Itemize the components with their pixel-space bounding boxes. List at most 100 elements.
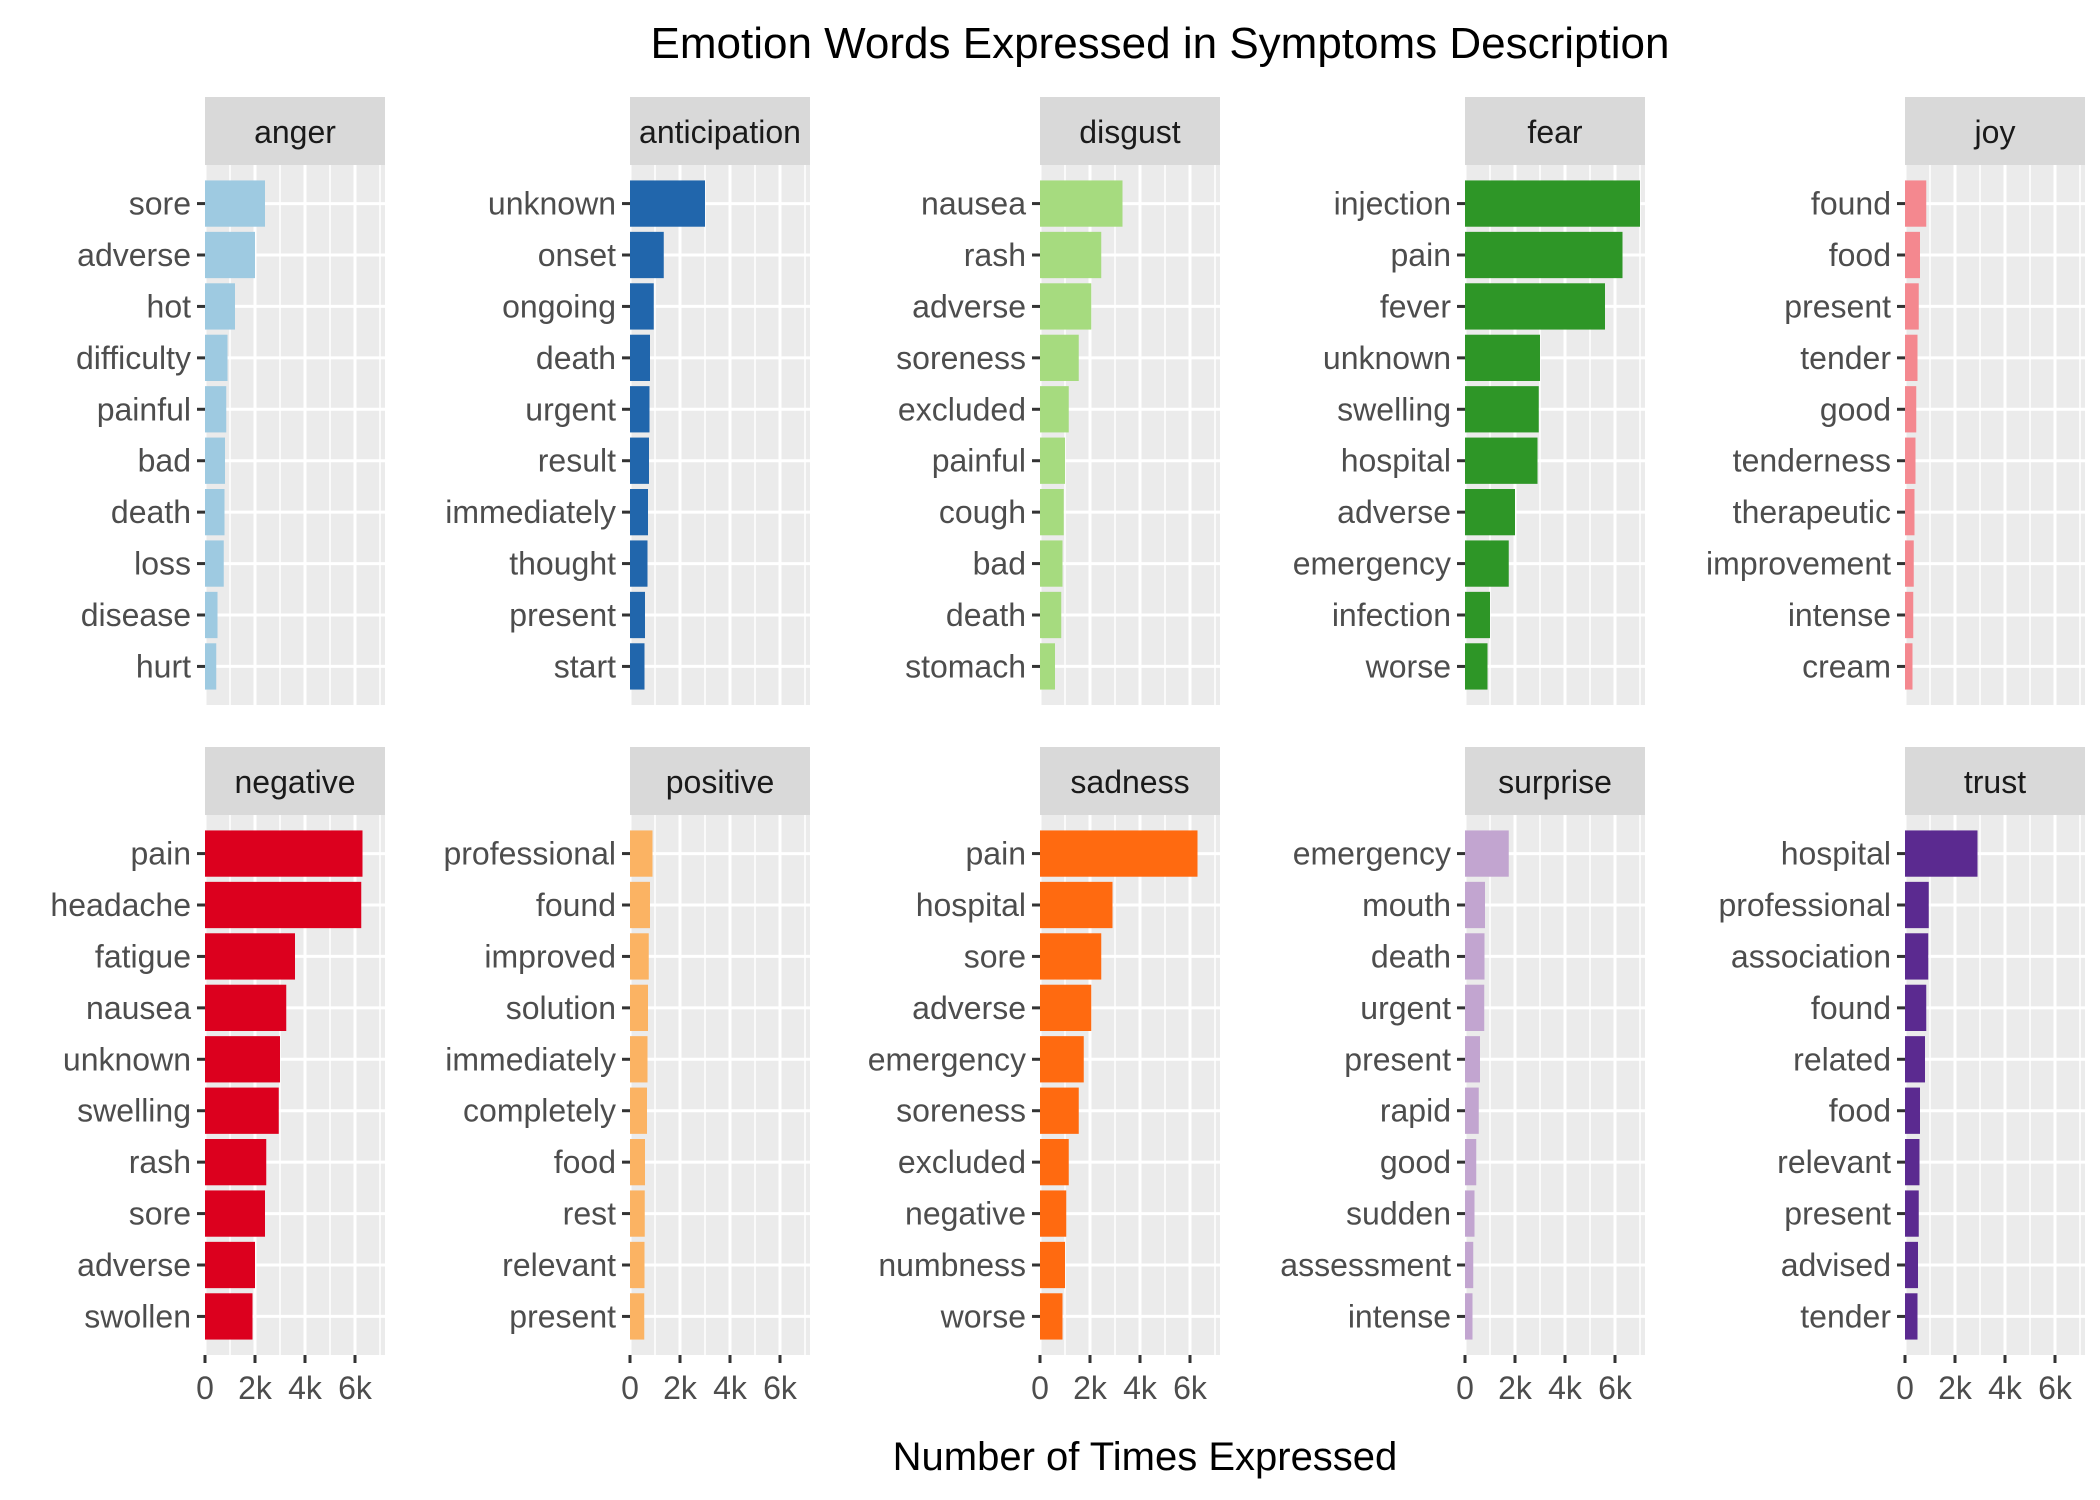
- category-label: relevant: [1777, 1144, 1891, 1180]
- category-label: adverse: [77, 237, 191, 273]
- category-label: emergency: [868, 1041, 1026, 1077]
- facet-strip-fear: [1465, 97, 1645, 165]
- category-label: tender: [1800, 1298, 1891, 1334]
- category-label: present: [1784, 288, 1891, 324]
- panel-background: [1905, 815, 2085, 1355]
- category-label: difficulty: [76, 340, 191, 376]
- category-label: solution: [506, 990, 616, 1026]
- panel-background: [1905, 165, 2085, 705]
- bar-negative-rash: [205, 1139, 267, 1186]
- bar-sadness-emergency: [1040, 1036, 1084, 1083]
- x-axis-title: Number of Times Expressed: [893, 1435, 1398, 1479]
- bar-anticipation-onset: [630, 231, 664, 279]
- bar-joy-food: [1905, 231, 1920, 279]
- x-tick-label: 0: [621, 1370, 639, 1406]
- bar-fear-unknown: [1465, 334, 1540, 381]
- category-label: assessment: [1280, 1247, 1451, 1283]
- bar-anger-death: [205, 489, 225, 536]
- bar-anticipation-result: [630, 437, 649, 484]
- category-label: intense: [1788, 597, 1891, 633]
- category-label: soreness: [896, 1093, 1026, 1129]
- category-label: rash: [964, 237, 1026, 273]
- category-label: nausea: [921, 186, 1026, 222]
- category-label: food: [1829, 1093, 1891, 1129]
- facet-label-sadness: sadness: [1070, 764, 1189, 800]
- category-label: adverse: [912, 288, 1026, 324]
- category-label: excluded: [898, 1144, 1026, 1180]
- category-label: urgent: [525, 391, 616, 427]
- bar-anticipation-present: [630, 591, 645, 639]
- category-label: present: [509, 597, 616, 633]
- category-label: worse: [1365, 648, 1451, 684]
- bar-surprise-intense: [1465, 1293, 1473, 1340]
- bar-trust-relevant: [1905, 1139, 1920, 1186]
- category-label: hospital: [1341, 443, 1451, 479]
- facet-strip-anticipation: [630, 97, 810, 165]
- category-label: immediately: [445, 1041, 616, 1077]
- category-label: urgent: [1360, 990, 1451, 1026]
- category-label: food: [554, 1144, 616, 1180]
- bar-negative-unknown: [205, 1036, 280, 1083]
- bar-disgust-rash: [1040, 231, 1102, 279]
- category-label: swelling: [77, 1093, 191, 1129]
- bar-anticipation-immediately: [630, 489, 648, 536]
- bar-surprise-present: [1465, 1036, 1480, 1083]
- facet-disgust: disgust nausea rash adverse soreness excluded…: [896, 97, 1220, 705]
- x-tick-label: 2k: [1938, 1370, 1973, 1406]
- bar-surprise-urgent: [1465, 984, 1485, 1031]
- category-label: unknown: [63, 1041, 191, 1077]
- category-label: ongoing: [502, 288, 616, 324]
- category-label: pain: [966, 836, 1027, 872]
- category-label: result: [538, 443, 616, 479]
- facet-strip-anger: [205, 97, 385, 165]
- category-label: pain: [1391, 237, 1452, 273]
- bar-surprise-rapid: [1465, 1087, 1479, 1134]
- x-tick-label: 2k: [663, 1370, 698, 1406]
- facet-fear: fear injection pain fever unknown swelling hos…: [1293, 97, 1645, 705]
- category-label: painful: [97, 391, 191, 427]
- bar-fear-fever: [1465, 283, 1605, 330]
- category-label: sore: [129, 1196, 191, 1232]
- bar-trust-related: [1905, 1036, 1925, 1083]
- bar-anger-difficulty: [205, 334, 228, 381]
- category-label: loss: [134, 546, 191, 582]
- bar-negative-pain: [205, 830, 363, 877]
- category-label: association: [1731, 938, 1891, 974]
- facet-anticipation: anticipation unknown onset ongoing death urge…: [445, 97, 810, 705]
- category-label: completely: [463, 1093, 616, 1129]
- facet-sadness: sadness pain hospital sore adverse emergency s…: [868, 747, 1220, 1406]
- facet-strip-disgust: [1040, 97, 1220, 165]
- category-label: painful: [932, 443, 1026, 479]
- category-label: therapeutic: [1733, 494, 1891, 530]
- x-tick-label: 4k: [1123, 1370, 1158, 1406]
- bar-anticipation-start: [630, 643, 645, 690]
- category-label: rash: [129, 1144, 191, 1180]
- category-label: pain: [131, 836, 192, 872]
- category-label: death: [946, 597, 1026, 633]
- bar-negative-fatigue: [205, 933, 295, 980]
- x-tick-label: 0: [196, 1370, 214, 1406]
- bar-joy-cream: [1905, 643, 1913, 690]
- x-tick-label: 0: [1456, 1370, 1474, 1406]
- category-label: infection: [1332, 597, 1451, 633]
- category-label: headache: [50, 887, 191, 923]
- bar-fear-swelling: [1465, 386, 1539, 433]
- category-label: rapid: [1380, 1093, 1451, 1129]
- category-label: present: [1784, 1196, 1891, 1232]
- category-label: adverse: [1337, 494, 1451, 530]
- x-tick-label: 4k: [713, 1370, 748, 1406]
- facet-surprise: surprise emergency mouth death urgent present…: [1280, 747, 1645, 1406]
- category-label: improved: [484, 938, 616, 974]
- bar-sadness-negative: [1040, 1190, 1067, 1237]
- x-tick-label: 4k: [1988, 1370, 2023, 1406]
- bar-anger-disease: [205, 591, 218, 639]
- category-label: relevant: [502, 1247, 616, 1283]
- bar-disgust-soreness: [1040, 334, 1079, 381]
- category-label: fatigue: [95, 938, 191, 974]
- x-tick-label: 0: [1031, 1370, 1049, 1406]
- category-label: found: [1811, 186, 1891, 222]
- facet-label-fear: fear: [1527, 114, 1582, 150]
- category-label: unknown: [1323, 340, 1451, 376]
- facet-joy: joy found food present tender good tenderness t…: [1706, 97, 2085, 705]
